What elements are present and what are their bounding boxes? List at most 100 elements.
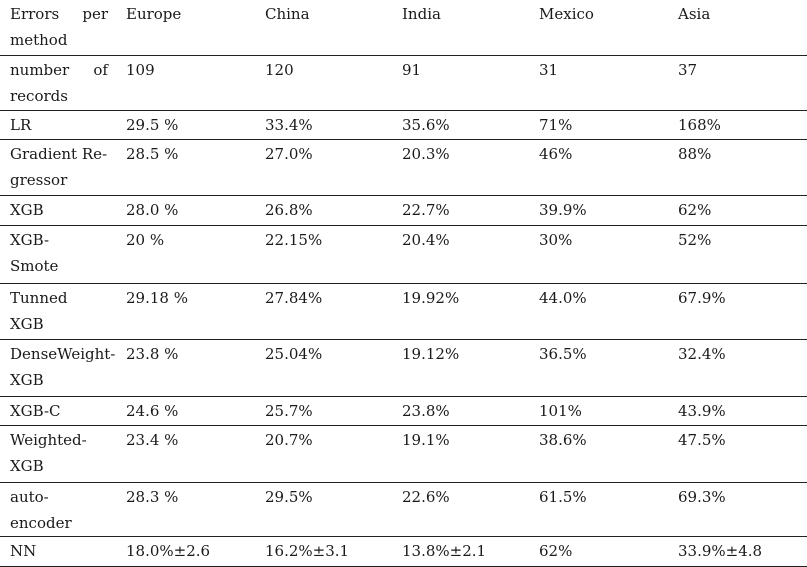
records-mexico: 31 [531,55,670,111]
method-cell: DenseWeight- XGB [0,339,118,397]
value-europe: 23.4 % [118,425,257,483]
value-asia: 88% [670,139,807,196]
value-china: 26.8% [257,195,394,226]
value-mexico: 62% [531,536,670,567]
header-col-china: China [257,0,394,56]
method-line2: Smote [10,256,59,275]
value-asia: 47.5% [670,425,807,483]
method-cell: XGB [0,195,118,226]
value-asia: 43.9% [670,396,807,426]
value-china: 25.04% [257,339,394,397]
value-europe: 18.0%±2.6 [118,536,257,567]
value-mexico: 46% [531,139,670,196]
value-china: 33.4% [257,110,394,140]
table-row: XGB-C 24.6 % 25.7% 23.8% 101% 43.9% [0,396,807,426]
value-india: 20.3% [394,139,531,196]
method-line1: Gradient Re- [10,144,108,163]
table-row: DenseWeight- XGB 23.8 % 25.04% 19.12% 36… [0,339,807,397]
records-europe: 109 [118,55,257,111]
value-asia: 33.9%±4.8 [670,536,807,567]
records-word-number: number [10,60,70,79]
value-india: 19.92% [394,283,531,340]
records-india: 91 [394,55,531,111]
value-europe: 28.0 % [118,195,257,226]
value-mexico: 38.6% [531,425,670,483]
table-row: XGB- Smote 20 % 22.15% 20.4% 30% 52% [0,225,807,284]
header-method-line1: Errors per [10,1,108,27]
records-label-line1: number of [10,57,108,83]
value-asia: 168% [670,110,807,140]
table-row: XGB 28.0 % 26.8% 22.7% 39.9% 62% [0,195,807,226]
table-row: NN 18.0%±2.6 16.2%±3.1 13.8%±2.1 62% 33.… [0,536,807,567]
method-line1: XGB-C [10,401,61,420]
header-row: Errors per method Europe China India Mex… [0,0,807,56]
value-india: 22.7% [394,195,531,226]
value-india: 23.8% [394,396,531,426]
header-method-word-errors: Errors [10,5,60,23]
method-cell: auto-encoder [0,482,118,537]
value-mexico: 36.5% [531,339,670,397]
records-label-line2: records [10,86,68,105]
value-europe: 28.3 % [118,482,257,537]
method-cell: Gradient Re- gressor [0,139,118,196]
value-europe: 29.5 % [118,110,257,140]
value-europe: 20 % [118,225,257,284]
value-mexico: 61.5% [531,482,670,537]
header-col-india: India [394,0,531,56]
method-cell: NN [0,536,118,567]
header-col-asia: Asia [670,0,807,56]
value-india: 22.6% [394,482,531,537]
method-line1: Weighted- [10,430,87,449]
header-method-word-per: per [82,5,108,23]
records-label-cell: number of records [0,55,118,111]
header-method-cell: Errors per method [0,0,118,56]
value-india: 20.4% [394,225,531,284]
value-asia: 67.9% [670,283,807,340]
value-mexico: 71% [531,110,670,140]
method-line2: XGB [10,456,44,475]
value-mexico: 30% [531,225,670,284]
value-china: 27.0% [257,139,394,196]
records-asia: 37 [670,55,807,111]
method-line1: XGB [10,200,44,219]
value-india: 13.8%±2.1 [394,536,531,567]
method-line2: XGB [10,370,44,389]
method-line2: gressor [10,170,68,189]
records-word-of: of [93,60,108,79]
value-europe: 23.8 % [118,339,257,397]
method-line1: XGB- [10,230,50,249]
table-row: Weighted- XGB 23.4 % 20.7% 19.1% 38.6% 4… [0,425,807,483]
table-row: Tunned XGB 29.18 % 27.84% 19.92% 44.0% 6… [0,283,807,340]
value-china: 20.7% [257,425,394,483]
value-asia: 62% [670,195,807,226]
value-china: 22.15% [257,225,394,284]
method-line1: Tunned [10,288,68,307]
value-mexico: 39.9% [531,195,670,226]
method-cell: Weighted- XGB [0,425,118,483]
value-asia: 69.3% [670,482,807,537]
value-mexico: 101% [531,396,670,426]
method-line1: DenseWeight- [10,344,116,363]
value-china: 16.2%±3.1 [257,536,394,567]
value-india: 35.6% [394,110,531,140]
records-row: number of records 109 120 91 31 37 [0,55,807,111]
method-cell: XGB- Smote [0,225,118,284]
table-row: auto-encoder 28.3 % 29.5% 22.6% 61.5% 69… [0,482,807,537]
value-china: 29.5% [257,482,394,537]
table-row: Gradient Re- gressor 28.5 % 27.0% 20.3% … [0,139,807,196]
records-china: 120 [257,55,394,111]
method-line1: LR [10,115,32,134]
value-india: 19.1% [394,425,531,483]
method-line2: XGB [10,314,44,333]
value-asia: 52% [670,225,807,284]
value-europe: 29.18 % [118,283,257,340]
header-method-line2: method [10,31,68,49]
method-cell: LR [0,110,118,140]
header-col-europe: Europe [118,0,257,56]
header-col-mexico: Mexico [531,0,670,56]
value-india: 19.12% [394,339,531,397]
value-china: 27.84% [257,283,394,340]
value-europe: 28.5 % [118,139,257,196]
